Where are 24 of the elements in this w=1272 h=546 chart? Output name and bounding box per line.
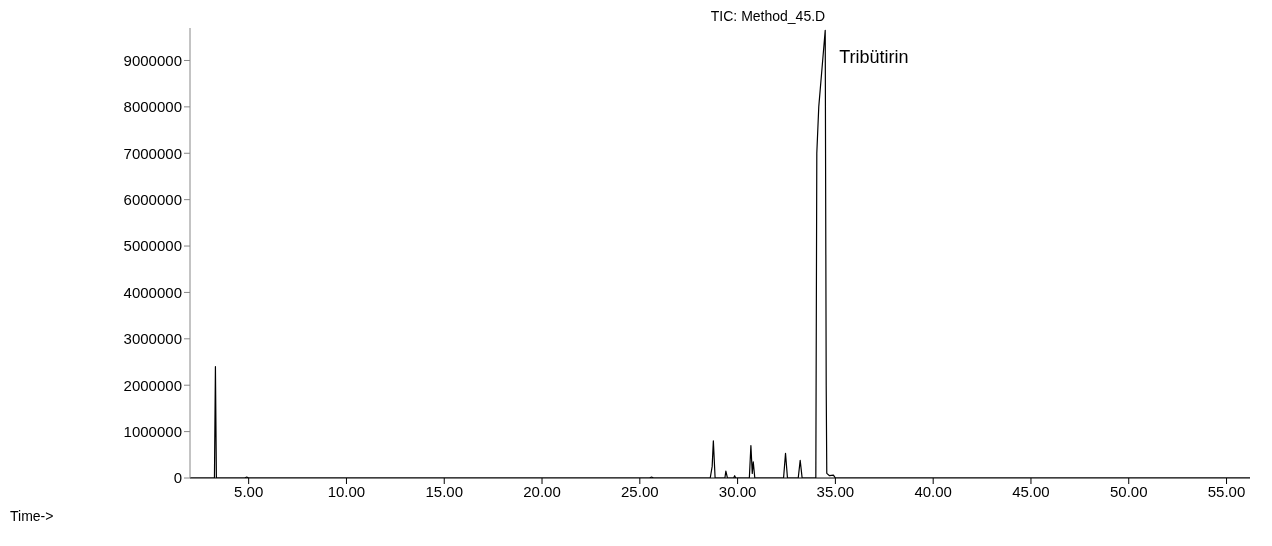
x-tick-label: 5.00 (234, 482, 264, 500)
x-tick-label: 15.00 (425, 482, 464, 500)
x-tick-label: 40.00 (914, 482, 952, 500)
x-tick-label: 35.00 (816, 482, 855, 500)
x-tick-label: 25.00 (621, 482, 659, 500)
y-tick-label: 8000000 (123, 98, 182, 116)
y-tick-label: 6000000 (123, 190, 182, 208)
y-tick-label: 0 (173, 469, 182, 487)
y-tick-label: 9000000 (123, 51, 182, 69)
y-tick-label: 7000000 (123, 144, 182, 162)
x-tick-label: 50.00 (1109, 482, 1148, 500)
y-tick-label: 5000000 (123, 237, 182, 255)
y-tick-label: 1000000 (123, 422, 182, 440)
annotation: Tribütirin (839, 46, 909, 67)
y-tick-label: 3000000 (123, 330, 182, 348)
x-tick-label: 55.00 (1207, 482, 1246, 500)
x-tick-label: 45.00 (1012, 482, 1050, 500)
y-tick-label: 4000000 (123, 283, 182, 301)
chart-title: TIC: Method_45.D (709, 8, 827, 24)
y-tick-label: 2000000 (123, 376, 182, 394)
x-tick-label: 30.00 (718, 482, 757, 500)
x-tick-label: 10.00 (327, 482, 366, 500)
x-tick-label: 20.00 (523, 482, 561, 500)
text: Time-> (10, 508, 54, 524)
